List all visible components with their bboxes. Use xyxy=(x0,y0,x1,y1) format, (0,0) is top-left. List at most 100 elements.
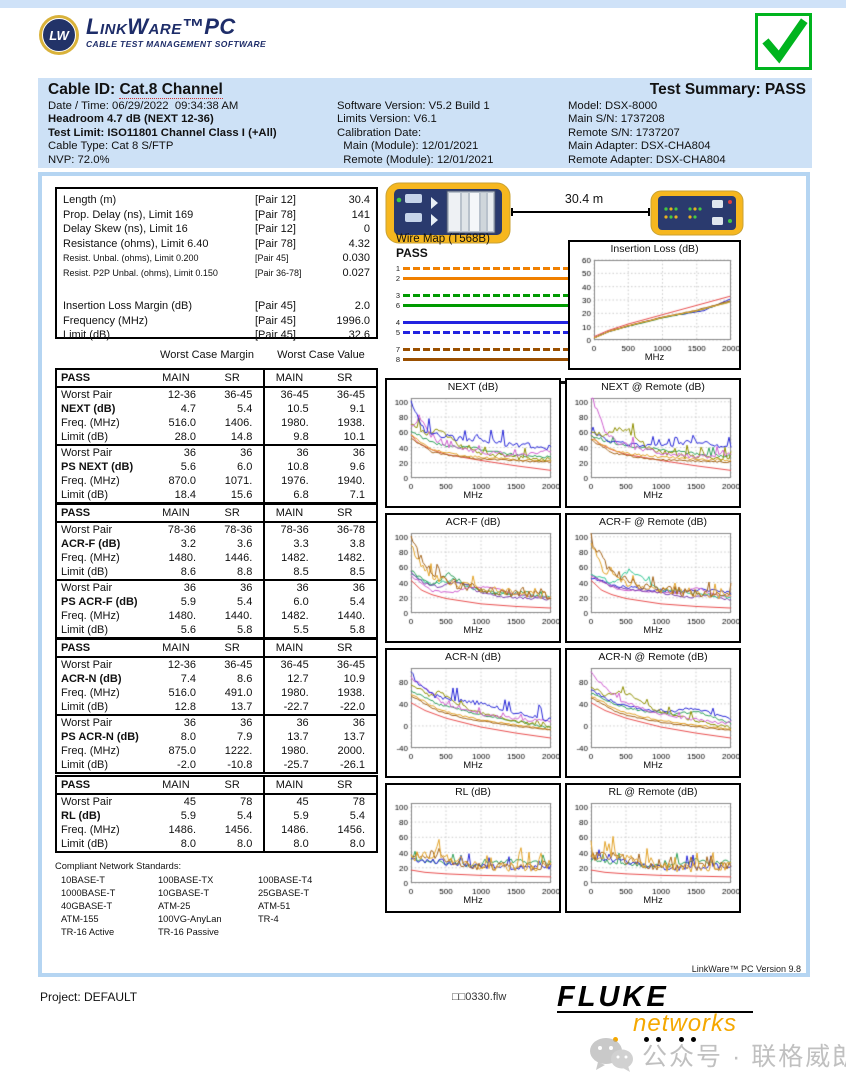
info-line: Main Adapter: DSX-CHA804 xyxy=(568,140,711,153)
chart-title: ACR-F (dB) xyxy=(445,516,501,528)
measurement-row: Delay Skew (ns), Limit 16 [Pair 12] 0 xyxy=(63,222,370,237)
info-line: Model: DSX-8000 xyxy=(568,100,658,112)
row-value: 2000. xyxy=(337,745,366,757)
row-value: 8.5 xyxy=(263,565,319,579)
table-row: Limit (dB) 8.6 8.8 8.5 8.5 xyxy=(57,565,376,579)
acrf-table: PASS MAIN SR MAIN SR Worst Pair 78-36 78-36 78-3… xyxy=(55,503,378,639)
chart-x-axis-label: MHz xyxy=(463,625,483,636)
project-label: Project: DEFAULT xyxy=(40,990,138,1004)
row-value: 12-36 xyxy=(167,659,196,671)
row-value: 15.6 xyxy=(230,489,253,501)
row-label: Limit (dB) xyxy=(61,838,109,850)
standard-item: ATM-25 xyxy=(158,901,191,911)
measurement-pair: [Pair 45] xyxy=(255,253,289,263)
row-label: Worst Pair xyxy=(61,796,113,808)
wire-row: 55 xyxy=(388,327,588,337)
filename-label: □□0330.flw xyxy=(452,991,507,1003)
wire-map-title: Wire Map (T568B) xyxy=(396,233,490,245)
wire-row: 22 xyxy=(388,273,588,283)
chart-plot xyxy=(387,664,559,761)
row-value: 5.9 xyxy=(263,809,319,823)
table-row: Limit (dB) 28.0 14.8 9.8 10.1 xyxy=(57,430,376,444)
row-value: 5.4 xyxy=(237,403,253,415)
wire-map-status: PASS xyxy=(396,246,428,260)
standards-block: Compliant Network Standards: 10BASE-T 100… xyxy=(55,860,395,937)
row-label: Worst Pair xyxy=(61,447,113,459)
fluke-wordmark: FLUKE xyxy=(557,981,669,1013)
info-line: Date / Time: 06/29/2022 09:34:38 AM xyxy=(48,100,239,112)
row-value: 10.8 xyxy=(263,460,319,474)
window-top-strip xyxy=(0,0,846,8)
row-value: 1446. xyxy=(224,552,253,564)
row-value: 1938. xyxy=(337,687,366,699)
chart-x-axis-label: MHz xyxy=(463,490,483,501)
wire-line xyxy=(403,320,573,324)
chart-x-axis-label: MHz xyxy=(643,490,663,501)
measurement-pair: [Pair 45] xyxy=(255,329,296,341)
chart-plot xyxy=(387,799,559,896)
table-row: Limit (dB) 8.0 8.0 8.0 8.0 xyxy=(57,837,376,851)
chart-plot xyxy=(567,529,739,626)
check-icon xyxy=(762,18,808,64)
row-value: 8.0 xyxy=(263,837,319,851)
wire-number: 1 xyxy=(395,263,400,273)
row-value: 1440. xyxy=(224,610,253,622)
table-row: ACR-N (dB) 7.4 8.6 12.7 10.9 xyxy=(57,672,376,686)
row-value: 78-36 xyxy=(263,523,319,537)
row-value: 5.6 xyxy=(180,461,196,473)
row-value: 45 xyxy=(263,795,319,809)
table-col-header: SR xyxy=(337,372,353,384)
row-value: 12.8 xyxy=(174,701,196,713)
wire-number: 6 xyxy=(395,300,400,310)
table-row: PS NEXT (dB) 5.6 6.0 10.8 9.6 xyxy=(57,460,376,474)
wire-line xyxy=(403,357,573,361)
chart-title: ACR-N (dB) xyxy=(444,651,501,663)
chart-plot xyxy=(387,394,559,491)
measurement-label: Resistance (ohms), Limit 6.40 xyxy=(63,237,209,250)
row-value: 3.3 xyxy=(263,537,319,551)
networks-wordmark: networks xyxy=(633,1010,738,1037)
row-label: Freq. (MHz) xyxy=(61,745,120,757)
table-col-header: MAIN xyxy=(162,372,190,384)
table-col-header: MAIN xyxy=(162,642,190,654)
row-value: 10.1 xyxy=(343,431,366,443)
measurement-row: Frequency (MHz) [Pair 45] 1996.0 xyxy=(63,314,370,329)
chart-title: NEXT @ Remote (dB) xyxy=(601,381,705,393)
measurement-label: Resist. Unbal. (ohms), Limit 0.200 xyxy=(63,253,199,263)
remote-tester-image xyxy=(650,190,744,241)
info-line: Remote Adapter: DSX-CHA804 xyxy=(568,153,726,166)
table-row: NEXT (dB) 4.7 5.4 10.5 9.1 xyxy=(57,402,376,416)
measurement-pair: [Pair 78] xyxy=(255,237,296,250)
next-table: PASS MAIN SR MAIN SR Worst Pair 12-36 36-45 36-4… xyxy=(55,368,378,504)
chart-x-axis-label: MHz xyxy=(643,625,663,636)
row-label: Limit (dB) xyxy=(61,624,109,636)
linkware-logo: LW LinkWare™PC CABLE TEST MANAGEMENT SOF… xyxy=(38,14,266,56)
info-line: NVP: 72.0% xyxy=(48,153,110,166)
chart-title: RL (dB) xyxy=(455,786,491,798)
row-label: ACR-F (dB) xyxy=(61,538,121,550)
row-value: 9.8 xyxy=(263,430,319,444)
row-value: 1406. xyxy=(224,417,253,429)
measurement-pair: [Pair 78] xyxy=(255,208,296,221)
table-col-header: MAIN xyxy=(263,505,319,521)
table-row: Worst Pair 36 36 36 36 xyxy=(57,579,376,595)
chart-acrn: ACR-N (dB) MHz xyxy=(385,648,561,778)
table-status: PASS xyxy=(61,372,91,384)
group-header-value: Worst Case Value xyxy=(277,349,365,361)
row-value: 13.7 xyxy=(343,731,366,743)
row-value: 8.6 xyxy=(237,673,253,685)
row-value: -25.7 xyxy=(263,758,319,772)
row-value: 8.8 xyxy=(237,566,253,578)
row-value: 36 xyxy=(352,717,366,729)
measurement-pair: [Pair 45] xyxy=(255,314,296,327)
info-line: Cable Type: Cat 8 S/FTP xyxy=(48,140,174,153)
table-row: Freq. (MHz) 870.0 1071. 1976. 1940. xyxy=(57,474,376,488)
chart-x-axis-label: MHz xyxy=(643,760,663,771)
chart-x-axis-label: MHz xyxy=(644,352,665,363)
row-value: 36-45 xyxy=(336,389,366,401)
row-value: 1482. xyxy=(263,609,319,623)
row-value: 36 xyxy=(263,581,319,595)
table-col-header: MAIN xyxy=(162,779,190,791)
watermark-text: 公众号 · 联格威朗 xyxy=(642,1043,846,1071)
row-value: 4.7 xyxy=(180,403,196,415)
